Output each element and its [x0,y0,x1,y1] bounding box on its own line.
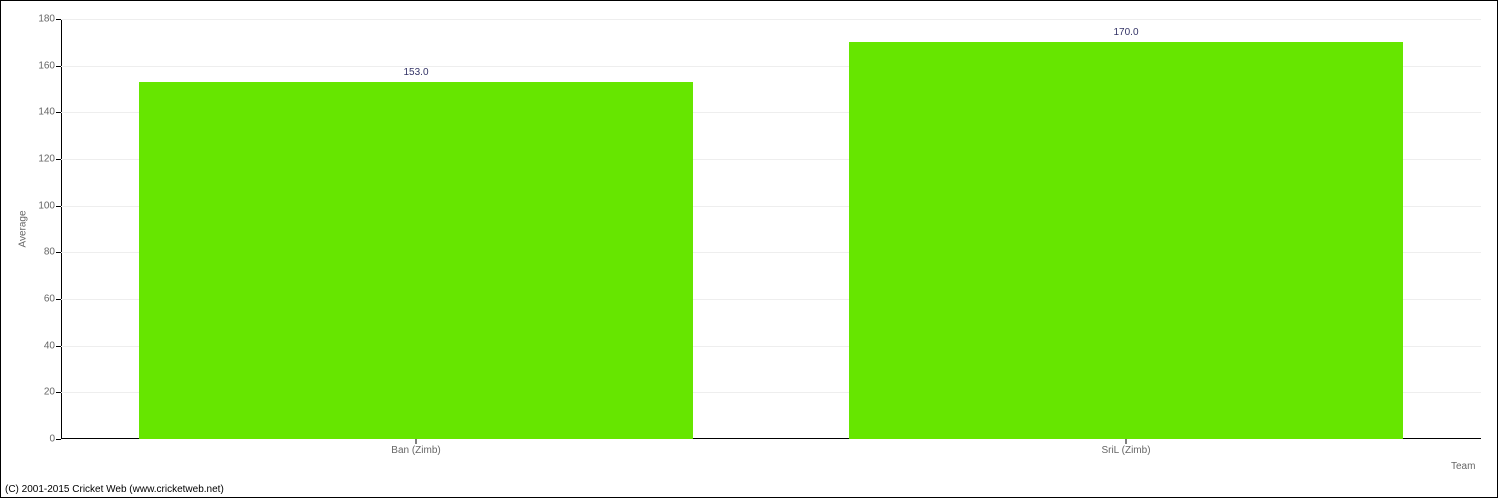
x-tick-label: SriL (Zimb) [1101,439,1150,456]
chart-frame: 0 20 40 60 80 100 120 140 160 180 153.0 Ban (Zimb) 1… [0,0,1498,498]
y-axis-title: Average [18,210,29,247]
y-tick-label: 100 [38,200,61,211]
x-axis-title: Team [1451,461,1475,472]
y-axis-line [61,19,62,439]
y-tick-label: 180 [38,14,61,25]
y-tick-label: 40 [44,340,61,351]
plot-area: 020406080100120140160180153.0Ban (Zimb)1… [61,19,1481,439]
x-tick-label: Ban (Zimb) [391,439,440,456]
y-tick-label: 120 [38,154,61,165]
y-tick-label: 140 [38,107,61,118]
copyright-text: (C) 2001-2015 Cricket Web (www.cricketwe… [5,484,224,495]
y-tick-label: 80 [44,247,61,258]
bar-value-label: 170.0 [1113,27,1138,42]
bar [849,42,1403,439]
bar [139,82,693,439]
y-tick-label: 60 [44,294,61,305]
y-tick-label: 160 [38,60,61,71]
y-tick-label: 0 [49,434,61,445]
bar-value-label: 153.0 [403,67,428,82]
y-tick-label: 20 [44,387,61,398]
gridline [61,19,1481,20]
